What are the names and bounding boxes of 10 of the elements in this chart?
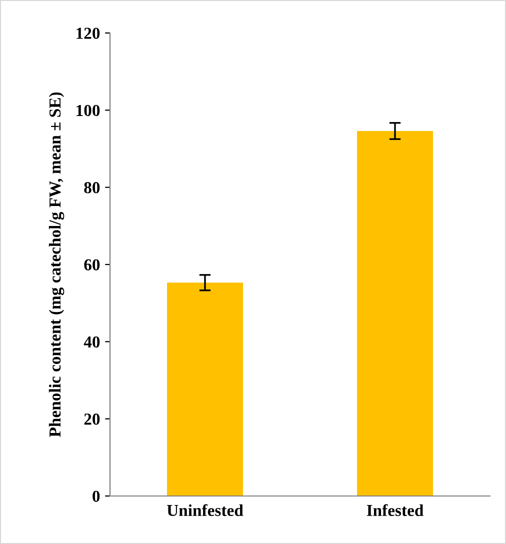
y-tick-label: 40 <box>84 336 100 348</box>
y-tick-label: 60 <box>84 259 100 270</box>
x-tick-label: Uninfested <box>166 504 244 516</box>
y-tick-label: 100 <box>76 104 100 116</box>
x-tick-label: Infested <box>366 504 424 516</box>
y-tick-label: 120 <box>76 28 100 39</box>
y-tick-label: 0 <box>92 490 100 502</box>
y-axis-title: Phenolic content (mg catechol/g FW, mean ± SE) <box>48 92 64 437</box>
y-tick-label: 20 <box>84 414 100 425</box>
y-tick-label: 80 <box>84 182 100 194</box>
